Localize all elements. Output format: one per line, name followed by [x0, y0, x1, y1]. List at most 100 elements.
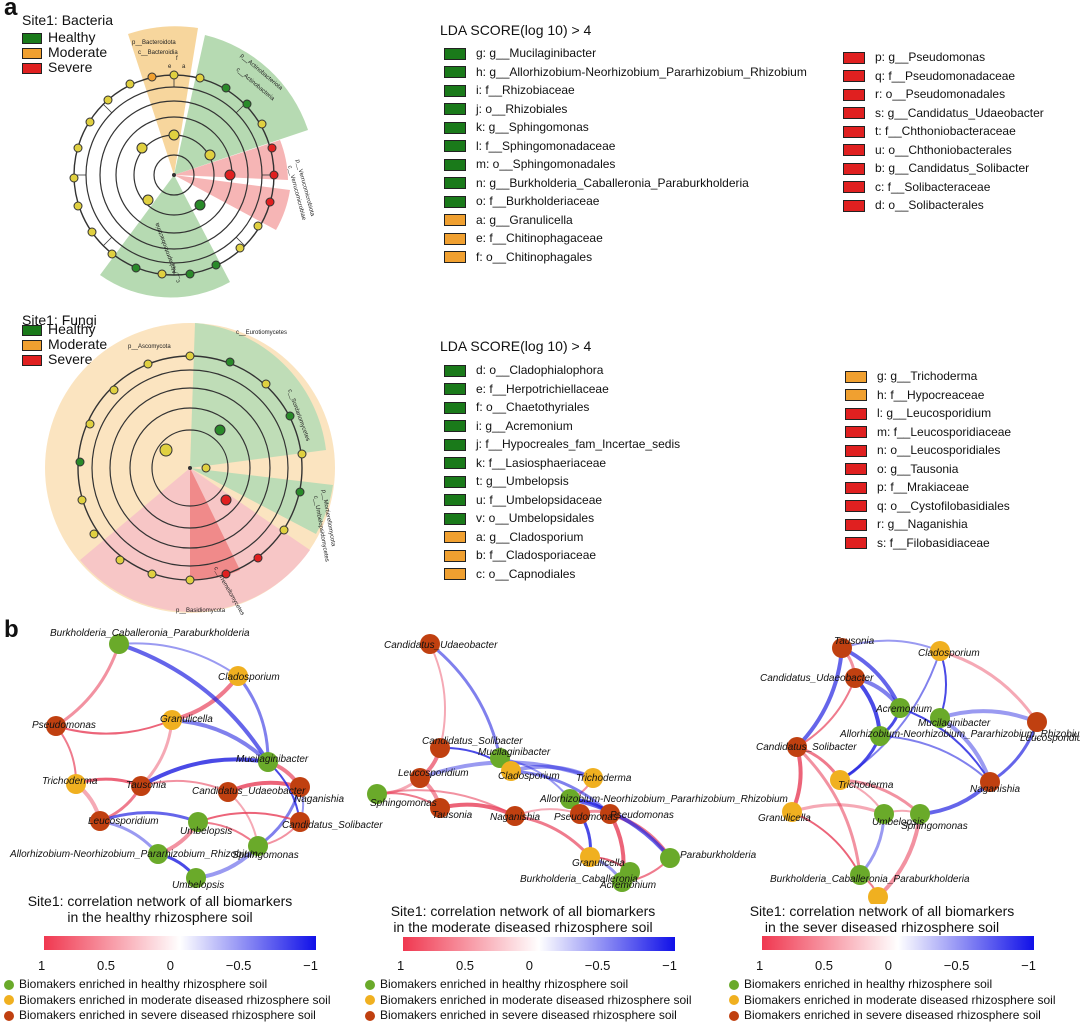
network-node[interactable] [830, 770, 850, 790]
network-node[interactable] [501, 761, 521, 781]
network-node[interactable] [910, 804, 930, 824]
lda-item-label: t: g__Umbelopsis [476, 474, 569, 488]
network-title-healthy: Site1: correlation network of all biomar… [27, 893, 293, 925]
network-node[interactable] [46, 716, 66, 736]
sector-umbelopsidomycetes [190, 468, 333, 534]
network-node[interactable] [148, 844, 168, 864]
network-node[interactable] [874, 804, 894, 824]
lda-item-label: m: f__Leucosporidiaceae [877, 424, 1012, 439]
clado-label-bacteroidota: p__Bacteroidota [132, 40, 176, 46]
network-node[interactable] [66, 774, 86, 794]
network-node-label: Granulicella [572, 858, 625, 869]
severe-swatch [845, 426, 867, 439]
network-node[interactable] [600, 804, 620, 824]
moderate-dot-icon [729, 995, 739, 1006]
lda-item: n: o__Leucosporidiales [845, 441, 1011, 460]
sector-eurotiomycetes [190, 323, 326, 468]
colorbar-healthy [44, 936, 316, 950]
network-node[interactable] [188, 812, 208, 832]
healthy-swatch [22, 32, 42, 44]
node-legend-label: Biomakers enriched in healthy rhizospher… [380, 977, 629, 991]
network-node[interactable] [583, 768, 603, 788]
colorbar-ticks-severe: 1 0.5 0 −0.5 −1 [756, 958, 1036, 973]
network-node[interactable] [430, 738, 450, 758]
colorbar-tick: −0.5 [225, 958, 252, 973]
healthy-swatch [444, 158, 466, 171]
network-node[interactable] [290, 812, 310, 832]
network-node-label: Leucosporidium [398, 768, 469, 779]
fungi-title: Site1: Fungi [22, 312, 97, 328]
network-node[interactable] [367, 784, 387, 804]
network-node[interactable] [782, 802, 802, 822]
colorbar-tick: 0 [884, 958, 893, 973]
network-node[interactable] [980, 772, 1000, 792]
positive-correlation-edge [55, 643, 121, 728]
network-node[interactable] [290, 777, 310, 797]
network-node[interactable] [832, 638, 852, 658]
lda-item-label: u: o__Chthoniobacterales [875, 142, 1012, 157]
lda-item: r: o__Pseudomonadales [843, 85, 1044, 104]
network-node[interactable] [930, 708, 950, 728]
lda-item-label: r: o__Pseudomonadales [875, 87, 1006, 101]
network-node[interactable] [850, 865, 870, 885]
bacteria-legend: Healthy Moderate Severe [22, 30, 107, 75]
moderate-swatch [22, 47, 42, 59]
lda-item-label: b: g__Candidatus_Solibacter [875, 161, 1030, 175]
network-node-label: Candidatus_Udaeobacter [384, 640, 498, 651]
node-legend-label: Biomakers enriched in moderate diseased … [744, 992, 1056, 1007]
network-node[interactable] [612, 872, 632, 892]
network-node[interactable] [420, 634, 440, 654]
negative-correlation-edge [795, 647, 844, 749]
network-node[interactable] [580, 847, 600, 867]
panel-b-label: b [4, 616, 19, 643]
moderate-swatch [444, 531, 466, 544]
moderate-swatch [444, 568, 466, 581]
network-node[interactable] [660, 848, 680, 868]
lda-item: o: f__Burkholderiaceae [444, 192, 807, 211]
network-node[interactable] [162, 710, 182, 730]
network-node[interactable] [870, 726, 890, 746]
bottom-legend-severe-net: Biomakers enriched in healthy rhizospher… [729, 977, 1056, 1024]
lda-item-label: o: f__Burkholderiaceae [476, 194, 600, 208]
network-node[interactable] [430, 798, 450, 818]
network-node[interactable] [890, 698, 910, 718]
network-node[interactable] [787, 737, 807, 757]
network-node[interactable] [258, 752, 278, 772]
network-node[interactable] [228, 666, 248, 686]
network-node[interactable] [930, 641, 950, 661]
network-node-label: Naganishia [294, 794, 344, 805]
lda-item-label: h: f__Hypocreaceae [877, 387, 985, 402]
lda-item: m: f__Leucosporidiaceae [845, 423, 1011, 442]
lda-item-label: j: f__Hypocreales_fam_Incertae_sedis [476, 437, 681, 451]
network-node[interactable] [218, 782, 238, 802]
network-node[interactable] [186, 868, 206, 888]
lda-item: e: f__Chitinophagaceae [444, 229, 807, 248]
network-node[interactable] [248, 836, 268, 856]
network-node[interactable] [845, 668, 865, 688]
network-node[interactable] [410, 768, 430, 788]
network-node-label: Candidatus_Udaeobacter [192, 786, 306, 797]
network-node-label: Pseudomonas [32, 720, 96, 731]
network-node[interactable] [109, 634, 129, 654]
lda-item: r: g__Naganishia [845, 515, 1011, 534]
lda-item: g: g__Mucilaginibacter [444, 44, 807, 63]
network-node[interactable] [131, 776, 151, 796]
network-node[interactable] [868, 887, 888, 904]
network-node[interactable] [570, 804, 590, 824]
network-node-label: Mucilaginibacter [478, 747, 551, 758]
network-node-label: Allorhizobium-Neorhizobium_Pararhizobium… [539, 794, 788, 805]
clado-label-e: e [168, 64, 172, 70]
network-node-label: Allorhizobium-Neorhizobium_Pararhizobium… [9, 849, 258, 860]
negative-correlation-edge [118, 642, 270, 764]
negative-correlation-edge [939, 650, 947, 719]
positive-correlation-edge [197, 811, 301, 823]
negative-correlation-edge [939, 709, 1038, 724]
severe-swatch [843, 144, 865, 157]
moderate-swatch [444, 251, 466, 264]
network-node[interactable] [90, 811, 110, 831]
network-node-label: Candidatus_Solibacter [282, 820, 383, 831]
network-node[interactable] [560, 789, 580, 809]
network-node[interactable] [505, 806, 525, 826]
lda-item: c: f__Solibacteraceae [843, 178, 1044, 197]
network-node[interactable] [1027, 712, 1047, 732]
